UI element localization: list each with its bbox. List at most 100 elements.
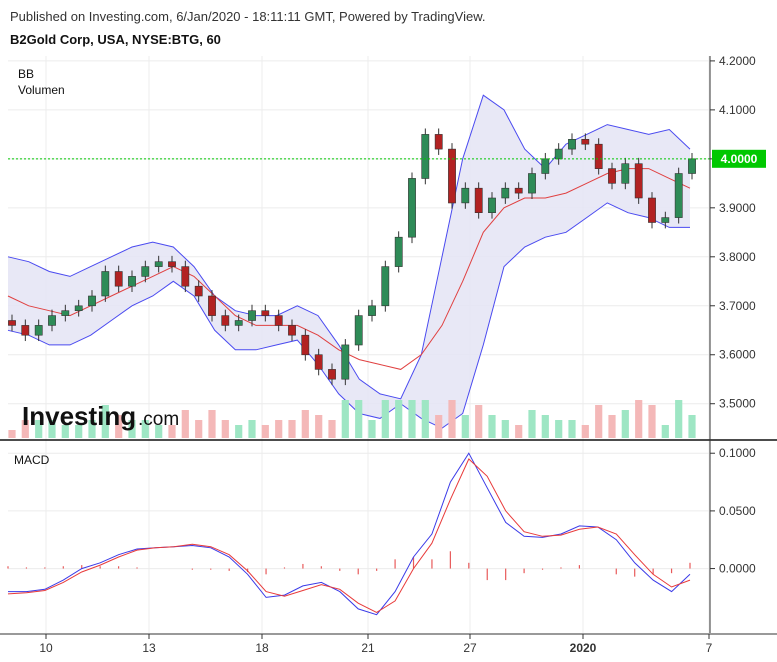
candle-body [61,310,70,316]
price-tick-label: 3.9000 [719,201,756,215]
volume-bar [461,415,469,438]
candle-body [168,261,176,267]
volume-bar [448,400,456,438]
candle-body [408,178,416,238]
candle-body [434,134,443,150]
volume-bar [661,425,669,438]
volume-bar [635,400,643,438]
investing-logo: Investing .com [22,401,179,431]
volume-bar [341,400,349,438]
candle-body [461,187,470,204]
candle-body [8,320,16,326]
price-axis[interactable]: 4.2000 4.1000 4.0000 3.9000 3.8000 3.7000 3.60… [710,54,756,411]
candle-body [208,295,216,316]
price-panel-bg[interactable] [8,56,710,439]
candle-body [501,187,510,199]
volume-bar [88,420,96,438]
last-price-badge [712,149,766,168]
volume-bar [488,415,496,438]
volume-bar [555,420,563,438]
time-tick-label: 21 [361,641,375,655]
signal-line [7,458,691,613]
candle-body [261,310,270,316]
candle-body [421,134,430,179]
candle-body [514,187,523,194]
candle-body [154,261,163,267]
volume-bar [581,425,589,438]
volume-bar [288,420,296,438]
volume-bar [621,410,629,438]
macd-histogram [7,551,691,581]
price-tick-label: 3.8000 [719,250,756,264]
volume-bar [315,415,323,438]
volume-bar [141,420,149,438]
candle-body [368,305,376,316]
logo-suffix: .com [138,409,179,430]
price-tick-label: 4.1000 [719,103,756,117]
volume-bar [115,415,123,438]
time-tick-label: 7 [706,641,713,655]
price-tick-label: 4.2000 [719,54,756,68]
volume-bar [248,420,256,438]
candle-body [328,369,336,380]
price-tick-label: 3.6000 [719,348,756,362]
candle-body [541,158,550,174]
price-candles [8,128,696,386]
volume-bar [195,420,203,438]
volume-bar [435,415,443,438]
candle-body [341,344,350,380]
candle-body [394,236,403,267]
candle-body [288,325,296,336]
volume-bar [608,415,616,438]
volume-bar [48,420,56,438]
volume-bar [355,400,363,438]
volume-bar [261,425,269,438]
candle-body [274,315,283,326]
last-price-text: 4.0000 [721,152,758,166]
candle-body [88,295,96,307]
candle-body [128,276,136,287]
time-tick-label: 2020 [570,641,597,655]
volume-bar [648,405,656,438]
candle-body [528,173,536,194]
macd-indicator-label: MACD [14,453,50,467]
candle-body [594,143,603,169]
price-tick-label: 3.5000 [719,397,756,411]
time-axis[interactable]: 10 13 18 21 27 2020 7 [39,634,713,655]
volume-bar [515,425,523,438]
price-tick-label: 3.7000 [719,299,756,313]
volume-bar [181,410,189,438]
candle-body [448,148,456,204]
candle-body [34,325,43,336]
candle-body [221,315,230,326]
volume-bar [8,430,16,438]
volume-bar [328,420,336,438]
macd-panel-bg[interactable] [8,443,710,633]
candle-body [381,266,390,307]
time-tick-label: 27 [463,641,477,655]
candle-body [114,271,123,287]
time-tick-label: 13 [142,641,156,655]
candle-body [74,305,83,311]
logo-text: Investing [22,401,136,431]
bollinger-band-fill [8,95,690,429]
candle-body [634,163,643,199]
candle-body [101,271,110,297]
candle-body [314,354,323,370]
candle-body [301,334,310,356]
macd-tick-label: 0.0500 [719,504,756,518]
candle-body [621,163,630,184]
candle-body [488,197,496,213]
volume-bar [368,420,376,438]
publish-info: Published on Investing.com, 6/Jan/2020 -… [10,9,486,24]
volume-bar [168,425,176,438]
volume-bar [21,420,29,438]
volume-bar [595,405,603,438]
candle-body [181,266,190,287]
volume-bar [61,425,69,438]
macd-axis[interactable]: 0.1000 0.0500 0.0000 [710,446,756,576]
candle-body [581,139,590,145]
candle-body [141,266,150,277]
volume-bars [8,400,696,438]
